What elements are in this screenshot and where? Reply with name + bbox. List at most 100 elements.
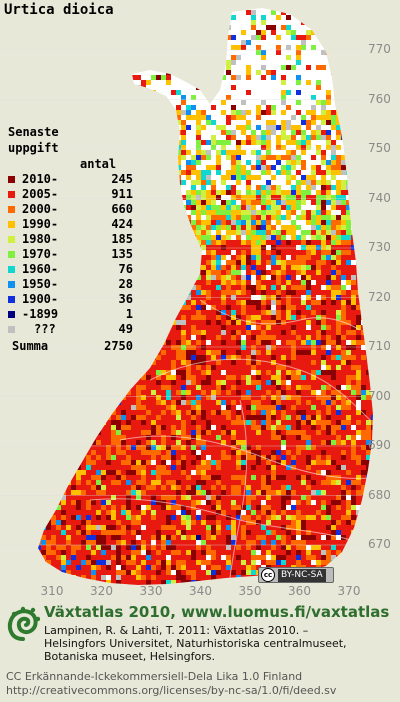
occurrence-cell xyxy=(151,480,156,485)
occurrence-cell xyxy=(256,440,261,445)
occurrence-cell xyxy=(321,210,326,215)
occurrence-cell xyxy=(356,465,361,470)
occurrence-cell xyxy=(341,465,346,470)
occurrence-cell xyxy=(341,415,346,420)
occurrence-cell xyxy=(266,360,271,365)
occurrence-cell xyxy=(216,160,221,165)
occurrence-cell xyxy=(266,410,271,415)
occurrence-cell xyxy=(226,440,231,445)
occurrence-cell xyxy=(356,370,361,375)
occurrence-cell xyxy=(336,220,341,225)
occurrence-cell xyxy=(151,475,156,480)
occurrence-cell xyxy=(276,445,281,450)
occurrence-cell xyxy=(196,155,201,160)
occurrence-cell xyxy=(311,135,316,140)
occurrence-cell xyxy=(236,245,241,250)
occurrence-cell xyxy=(221,125,226,130)
occurrence-cell xyxy=(206,365,211,370)
occurrence-cell xyxy=(341,430,346,435)
occurrence-cell xyxy=(306,185,311,190)
occurrence-cell xyxy=(236,345,241,350)
occurrence-cell xyxy=(346,370,351,375)
occurrence-cell xyxy=(321,450,326,455)
occurrence-cell xyxy=(226,435,231,440)
occurrence-cell xyxy=(306,80,311,85)
occurrence-cell xyxy=(351,365,356,370)
occurrence-cell xyxy=(281,350,286,355)
occurrence-cell xyxy=(256,290,261,295)
occurrence-cell xyxy=(231,280,236,285)
occurrence-cell xyxy=(226,95,231,100)
occurrence-cell xyxy=(246,210,251,215)
occurrence-cell xyxy=(116,470,121,475)
occurrence-cell xyxy=(196,455,201,460)
occurrence-cell xyxy=(316,80,321,85)
occurrence-cell xyxy=(266,220,271,225)
occurrence-cell xyxy=(291,200,296,205)
occurrence-cell xyxy=(331,115,336,120)
occurrence-cell xyxy=(86,475,91,480)
occurrence-cell xyxy=(191,155,196,160)
occurrence-cell xyxy=(301,160,306,165)
occurrence-cell xyxy=(216,190,221,195)
occurrence-cell xyxy=(361,360,366,365)
occurrence-cell xyxy=(221,220,226,225)
occurrence-cell xyxy=(141,390,146,395)
occurrence-cell xyxy=(301,265,306,270)
occurrence-cell xyxy=(306,135,311,140)
occurrence-cell xyxy=(336,370,341,375)
occurrence-cell xyxy=(261,270,266,275)
occurrence-cell xyxy=(251,465,256,470)
occurrence-cell xyxy=(291,330,296,335)
occurrence-cell xyxy=(296,475,301,480)
occurrence-cell xyxy=(206,390,211,395)
occurrence-cell xyxy=(241,375,246,380)
occurrence-cell xyxy=(276,350,281,355)
occurrence-cell xyxy=(296,365,301,370)
occurrence-cell xyxy=(336,365,341,370)
occurrence-cell xyxy=(291,460,296,465)
occurrence-cell xyxy=(291,255,296,260)
occurrence-cell xyxy=(171,450,176,455)
occurrence-cell xyxy=(276,315,281,320)
occurrence-cell xyxy=(331,140,336,145)
occurrence-cell xyxy=(301,485,306,490)
occurrence-cell xyxy=(351,380,356,385)
occurrence-cell xyxy=(311,270,316,275)
occurrence-cell xyxy=(331,110,336,115)
occurrence-cell xyxy=(231,455,236,460)
occurrence-cell xyxy=(226,475,231,480)
occurrence-cell xyxy=(221,250,226,255)
occurrence-cell xyxy=(106,475,111,480)
occurrence-cell xyxy=(241,240,246,245)
occurrence-cell xyxy=(81,465,86,470)
occurrence-cell xyxy=(326,480,331,485)
occurrence-cell xyxy=(341,365,346,370)
occurrence-cell xyxy=(306,255,311,260)
occurrence-cell xyxy=(121,445,126,450)
occurrence-cell xyxy=(196,420,201,425)
occurrence-cell xyxy=(261,360,266,365)
occurrence-cell xyxy=(216,475,221,480)
occurrence-cell xyxy=(216,325,221,330)
occurrence-cell xyxy=(211,240,216,245)
occurrence-cell xyxy=(341,360,346,365)
occurrence-cell xyxy=(136,485,141,490)
occurrence-cell xyxy=(321,235,326,240)
occurrence-cell xyxy=(321,430,326,435)
occurrence-cell xyxy=(321,445,326,450)
occurrence-cell xyxy=(246,340,251,345)
occurrence-cell xyxy=(356,425,361,430)
occurrence-cell xyxy=(181,310,186,315)
occurrence-cell xyxy=(261,305,266,310)
occurrence-cell xyxy=(346,325,351,330)
occurrence-cell xyxy=(326,360,331,365)
occurrence-cell xyxy=(181,180,186,185)
occurrence-cell xyxy=(276,455,281,460)
occurrence-cell xyxy=(341,270,346,275)
occurrence-cell xyxy=(271,230,276,235)
occurrence-cell xyxy=(236,400,241,405)
occurrence-cell xyxy=(341,345,346,350)
occurrence-cell xyxy=(281,165,286,170)
occurrence-cell xyxy=(311,390,316,395)
